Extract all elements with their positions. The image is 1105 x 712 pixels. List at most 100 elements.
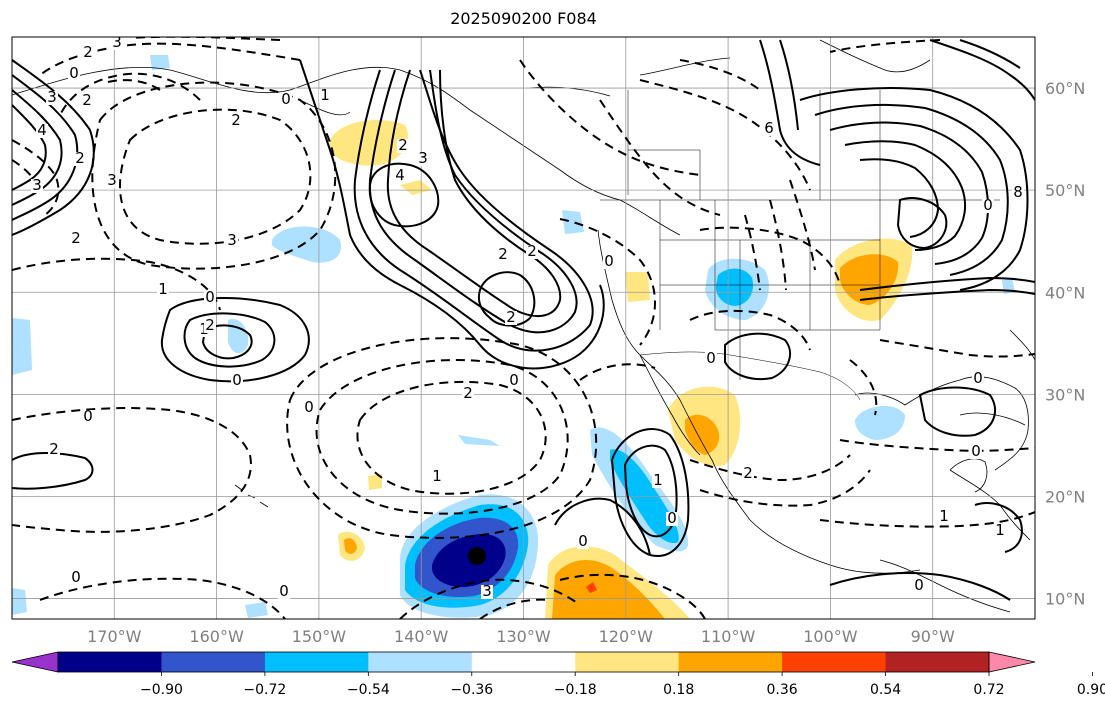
contour-label-bg	[481, 585, 493, 599]
contour-label-bg	[972, 372, 984, 386]
contour-label-bg	[303, 401, 315, 415]
colorbar-min-extension	[11, 651, 59, 673]
contour-label: 1	[653, 471, 663, 489]
contour-label-bg	[157, 283, 169, 297]
contour-label-bg	[526, 245, 538, 259]
contour-label-bg	[204, 291, 216, 305]
contour-label: 0	[706, 349, 716, 367]
contour-label: 1	[432, 467, 442, 485]
longitude-label: 100°W	[803, 627, 858, 646]
contour-label: 3	[47, 88, 57, 106]
negative-anomaly-fill	[228, 319, 249, 354]
contour-label: 3	[32, 176, 42, 194]
colorbar-max-extension	[988, 651, 1036, 673]
latitude-label: 60°N	[1045, 79, 1085, 98]
contour-label-bg	[280, 93, 292, 107]
contour-label-bg	[46, 91, 58, 105]
longitude-labels: 170°W 160°W 150°W 140°W 130°W 120°W 110°W 100°W…	[87, 627, 955, 646]
contour-label-bg	[74, 152, 86, 166]
map-frame	[11, 36, 1036, 620]
political-borders	[600, 90, 1000, 401]
contour-label: 0	[304, 398, 314, 416]
contour-label: 2	[83, 43, 93, 61]
contour-label: 0	[667, 509, 677, 527]
negative-anomaly-fill	[432, 534, 506, 588]
longitude-label: 130°W	[496, 627, 551, 646]
contour-label-bg	[70, 232, 82, 246]
colorbar-tick-label: 0.18	[663, 682, 694, 698]
contour-label-bg	[231, 374, 243, 388]
contour-label: 2	[743, 464, 753, 482]
latitude-label: 10°N	[1045, 590, 1085, 609]
contour-label-bg	[68, 67, 80, 81]
latitude-label: 40°N	[1045, 283, 1085, 302]
map-title: 2025090200 F084	[450, 9, 597, 28]
latitude-label: 30°N	[1045, 385, 1085, 404]
colorbar-tick-label: −0.36	[450, 682, 493, 698]
latitude-label: 50°N	[1045, 181, 1085, 200]
map-area: 3202342332432022210231012002002100300106…	[12, 37, 1035, 619]
negative-anomaly-fill	[272, 226, 341, 263]
contour-label-bg	[938, 510, 950, 524]
colorbar-segment	[471, 652, 576, 672]
contour-label-bg	[417, 152, 429, 166]
contour-label-bg	[982, 199, 994, 213]
colorbar-segment	[368, 652, 473, 672]
colorbar: −0.90 −0.72 −0.54 −0.36 −0.18 0.18 0.36 0.54 0.7…	[11, 651, 1105, 698]
contour-label-bg	[226, 234, 238, 248]
colorbar-segment	[264, 652, 369, 672]
contour-label: 2	[231, 111, 241, 129]
positive-anomaly-fill	[344, 538, 357, 554]
contour-label: 3	[107, 171, 117, 189]
contour-label: 2	[49, 440, 59, 458]
contour-label: 0	[232, 371, 242, 389]
colorbar-tick-label: −0.18	[554, 682, 597, 698]
contour-label: 2	[205, 316, 215, 334]
longitude-label: 140°W	[394, 627, 449, 646]
colorbar-segment	[161, 652, 266, 672]
contour-label: 4	[395, 166, 405, 184]
contour-label-bg	[603, 255, 615, 269]
contour-label: 2	[498, 245, 508, 263]
contour-label-bg	[497, 248, 509, 262]
contour-label-bg	[111, 37, 123, 50]
contour-label-bg	[230, 114, 242, 128]
colorbar-tick-label: −0.90	[140, 682, 183, 698]
contour-label-bg	[994, 524, 1006, 538]
contour-label: 0	[69, 64, 79, 82]
contour-label: 1	[939, 507, 949, 525]
contour-label-bg	[1012, 186, 1024, 200]
contour-label-bg	[577, 535, 589, 549]
contour-label: 0	[71, 568, 81, 586]
longitude-label: 170°W	[87, 627, 142, 646]
contour-label: 0	[509, 371, 519, 389]
contour-label: 1	[320, 86, 330, 104]
negative-anomaly-fill	[715, 268, 754, 306]
negative-anomaly-fill	[12, 588, 27, 615]
colorbar-tick-label: 0.72	[973, 682, 1004, 698]
positive-anomaly-fill	[625, 272, 650, 302]
colorbar-segment	[575, 652, 680, 672]
colorbar-tick-label: 0.90	[1077, 682, 1105, 698]
minimum-marker	[468, 547, 486, 565]
negative-anomaly-fill	[245, 602, 268, 618]
longitude-label: 150°W	[292, 627, 347, 646]
positive-anomaly-fill	[330, 120, 409, 166]
contour-label-bg	[278, 585, 290, 599]
contour-label: 0	[281, 90, 291, 108]
positive-anomaly-fill	[586, 582, 597, 593]
contour-label-bg	[462, 387, 474, 401]
contour-label-bg	[505, 311, 517, 325]
contour-label-bg	[36, 124, 48, 138]
contour-label: 2	[398, 136, 408, 154]
contour-label-bg	[705, 352, 717, 366]
contour-label: 0	[983, 196, 993, 214]
contour-label-bg	[106, 174, 118, 188]
longitude-label: 110°W	[701, 627, 756, 646]
contour-label-bg	[82, 46, 94, 60]
negative-anomaly-fill	[458, 435, 500, 446]
contour-labels: 3202342332432022210231012002002100300106…	[31, 37, 1024, 600]
colorbar-segment	[678, 652, 783, 672]
contour-label-bg	[397, 139, 409, 153]
contour-label-bg	[319, 89, 331, 103]
